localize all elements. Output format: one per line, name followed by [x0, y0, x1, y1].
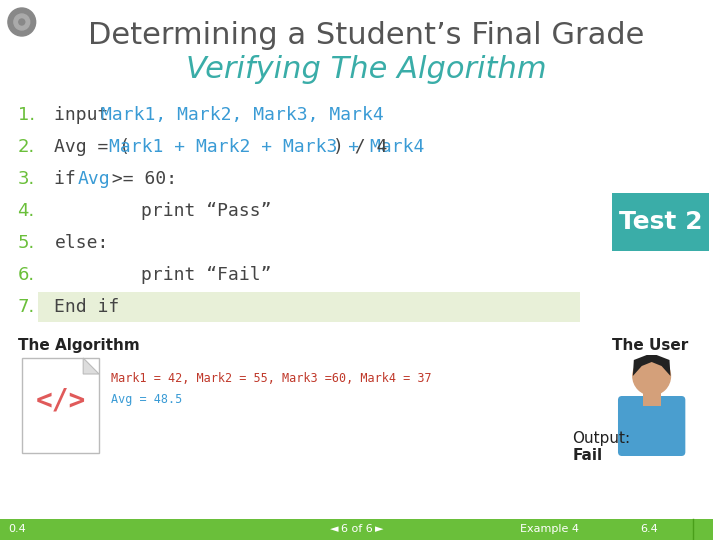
Text: if: if: [55, 170, 87, 188]
Text: The User: The User: [612, 338, 688, 353]
Text: 6.: 6.: [17, 266, 35, 284]
Text: 3.: 3.: [17, 170, 35, 188]
Text: Mark1, Mark2, Mark3, Mark4: Mark1, Mark2, Mark3, Mark4: [101, 106, 384, 124]
Polygon shape: [84, 358, 99, 374]
Text: ) / 4: ) / 4: [333, 138, 387, 156]
Text: Verifying The Algorithm: Verifying The Algorithm: [186, 56, 546, 84]
Circle shape: [8, 8, 36, 36]
Text: ►: ►: [375, 524, 384, 534]
Circle shape: [19, 19, 24, 25]
Text: print “Fail”: print “Fail”: [55, 266, 272, 284]
Text: Fail: Fail: [572, 449, 603, 463]
Text: Determining a Student’s Final Grade: Determining a Student’s Final Grade: [89, 21, 644, 50]
Circle shape: [633, 357, 670, 395]
Text: ◄: ◄: [330, 524, 338, 534]
Text: </>: </>: [35, 387, 86, 415]
Text: 2.: 2.: [17, 138, 35, 156]
FancyBboxPatch shape: [0, 519, 713, 540]
Text: The Algorithm: The Algorithm: [18, 338, 140, 353]
FancyBboxPatch shape: [612, 193, 709, 251]
Text: Mark1 + Mark2 + Mark3 + Mark4: Mark1 + Mark2 + Mark3 + Mark4: [109, 138, 424, 156]
Text: 6.4: 6.4: [640, 524, 657, 534]
Text: Example 4: Example 4: [520, 524, 579, 534]
Circle shape: [14, 14, 30, 30]
Text: Avg = 48.5: Avg = 48.5: [111, 394, 182, 407]
FancyBboxPatch shape: [618, 396, 685, 456]
Text: 5.: 5.: [17, 234, 35, 252]
Text: 7.: 7.: [17, 298, 35, 316]
Text: Output:: Output:: [572, 430, 631, 445]
Text: 0.4: 0.4: [8, 524, 26, 534]
Text: else:: else:: [55, 234, 109, 252]
Text: Avg = (: Avg = (: [55, 138, 130, 156]
FancyBboxPatch shape: [37, 292, 580, 322]
Text: 6 of 6: 6 of 6: [341, 524, 372, 534]
Text: 1.: 1.: [17, 106, 35, 124]
FancyBboxPatch shape: [643, 392, 660, 406]
Text: End if: End if: [55, 298, 120, 316]
Polygon shape: [633, 355, 670, 376]
Text: input: input: [55, 106, 120, 124]
Text: >= 60:: >= 60:: [101, 170, 177, 188]
FancyBboxPatch shape: [22, 358, 99, 453]
Text: print “Pass”: print “Pass”: [55, 202, 272, 220]
Text: Avg: Avg: [78, 170, 110, 188]
Text: Test 2: Test 2: [618, 210, 702, 234]
Text: Mark1 = 42, Mark2 = 55, Mark3 =60, Mark4 = 37: Mark1 = 42, Mark2 = 55, Mark3 =60, Mark4…: [111, 372, 431, 384]
Text: 4.: 4.: [17, 202, 35, 220]
